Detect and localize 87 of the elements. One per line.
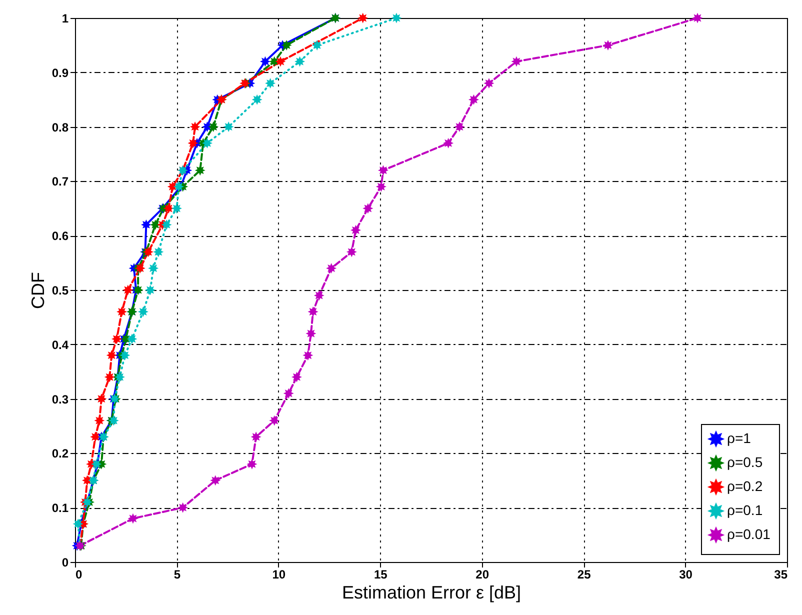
point (281, 40, 292, 50)
point (223, 122, 234, 132)
point (72, 518, 84, 530)
point (163, 203, 174, 214)
x-tick-label: 35 (774, 568, 788, 582)
x-tick-label: 20 (476, 568, 490, 582)
legend-label: ρ=0.5 (727, 454, 763, 470)
point (246, 458, 258, 470)
point (250, 432, 262, 442)
point (468, 94, 479, 105)
point (275, 56, 286, 67)
point (294, 56, 306, 67)
y-tick-label: 0.4 (52, 338, 69, 352)
point (174, 181, 184, 192)
x-tick-label: 0 (76, 568, 82, 582)
point (692, 12, 703, 24)
y-tick-label: 0.9 (52, 66, 69, 80)
point (454, 122, 465, 132)
point (106, 350, 117, 361)
point (291, 372, 302, 382)
point (188, 138, 198, 148)
point (346, 246, 357, 258)
x-tick-label: 25 (577, 568, 592, 582)
point (171, 203, 182, 214)
point (210, 475, 221, 486)
point (138, 306, 148, 318)
point (120, 350, 130, 361)
point (362, 203, 374, 214)
point (269, 415, 280, 426)
y-tick-label: 1 (62, 12, 69, 26)
point (283, 388, 294, 399)
x-axis-title: Estimation Error ε [dB] (342, 582, 522, 602)
point (122, 284, 134, 296)
x-tick-label: 15 (374, 568, 388, 582)
point (114, 372, 125, 382)
y-tick-label: 0.7 (52, 174, 69, 189)
point (326, 262, 337, 274)
x-tick-label: 30 (679, 568, 693, 582)
point (308, 306, 318, 318)
point (312, 40, 322, 50)
point (484, 78, 494, 89)
point (358, 12, 368, 24)
point (178, 502, 188, 513)
y-tick-label: 0 (62, 556, 69, 570)
point (260, 56, 270, 67)
point (145, 284, 156, 296)
point (376, 181, 386, 192)
y-tick-label: 0.2 (52, 446, 69, 461)
point (252, 94, 262, 105)
y-tick-label: 0.1 (52, 501, 69, 516)
legend-label: ρ=0.1 (727, 502, 763, 518)
point (350, 224, 361, 236)
point (90, 432, 101, 442)
point (116, 306, 128, 318)
point (391, 12, 402, 24)
point (111, 334, 122, 344)
point (128, 513, 138, 524)
legend-label: ρ=0.2 (727, 478, 763, 494)
x-tick-label: 10 (272, 568, 286, 582)
point (208, 122, 219, 132)
point (443, 138, 454, 148)
point (148, 262, 159, 274)
point (202, 138, 212, 148)
legend-label: ρ=1 (727, 430, 752, 446)
y-axis-title: CDF (28, 272, 48, 309)
point (104, 372, 115, 382)
point (306, 328, 316, 339)
legend-label: ρ=0.01 (727, 526, 771, 542)
point (302, 350, 314, 361)
y-tick-label: 0.3 (52, 392, 69, 406)
point (94, 415, 105, 426)
y-tick-label: 0.6 (52, 229, 69, 244)
point (602, 40, 614, 50)
point (314, 290, 324, 301)
point (161, 219, 172, 230)
point (378, 165, 388, 176)
point (265, 78, 276, 89)
point (126, 334, 138, 344)
x-tick-label: 5 (174, 568, 181, 582)
point (96, 394, 107, 404)
point (140, 219, 152, 230)
point (511, 56, 522, 67)
y-tick-label: 0.8 (52, 120, 69, 134)
point (190, 122, 200, 132)
y-tick-label: 0.5 (52, 284, 69, 298)
point (194, 165, 206, 176)
point (153, 246, 164, 258)
